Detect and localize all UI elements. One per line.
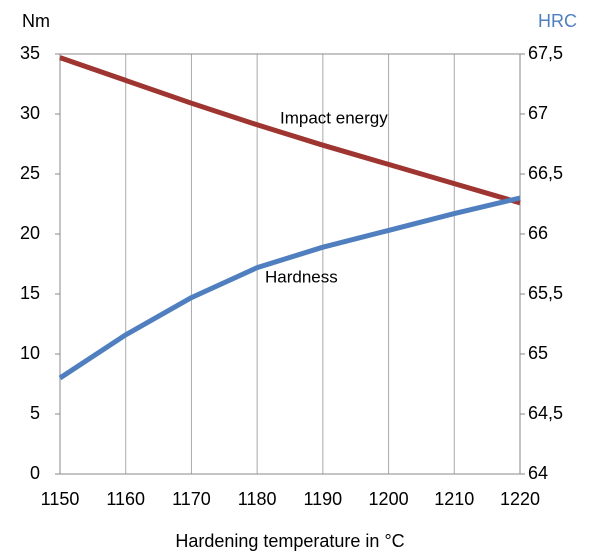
y2-tick-label: 64 <box>528 463 548 483</box>
y-tick-label: 30 <box>20 103 40 123</box>
x-tick-label: 1200 <box>369 489 409 509</box>
x-tick-label: 1180 <box>238 489 277 509</box>
y2-tick-label: 65,5 <box>528 283 563 303</box>
y-tick-label: 15 <box>20 283 40 303</box>
x-tick-label: 1150 <box>41 489 80 509</box>
x-tick-label: 1220 <box>500 489 540 509</box>
y-tick-label: 0 <box>30 463 40 483</box>
y2-tick-label: 66 <box>528 223 548 243</box>
series-line <box>58 195 521 381</box>
plot-frame <box>59 53 521 475</box>
y-tick-label: 25 <box>20 163 40 183</box>
series-label: Impact energy <box>280 108 388 127</box>
y-tick-label: 10 <box>20 343 40 363</box>
y2-tick-label: 67,5 <box>528 43 563 63</box>
y-tick-label: 35 <box>20 43 40 63</box>
y2-tick-label: 66,5 <box>528 163 563 183</box>
x-axis-label: Hardening temperature in °C <box>175 531 404 551</box>
y2-axis-label: HRC <box>538 11 577 31</box>
y2-tick-label: 67 <box>528 103 548 123</box>
y-axis-label: Nm <box>22 11 50 31</box>
x-tick-label: 1170 <box>172 489 211 509</box>
y2-tick-label: 65 <box>528 343 548 363</box>
y-tick-label: 5 <box>30 403 40 423</box>
x-tick-label: 1190 <box>303 489 342 509</box>
series-line <box>59 55 521 206</box>
x-tick-label: 1160 <box>106 489 145 509</box>
series-label: Hardness <box>265 267 338 286</box>
y2-tick-label: 64,5 <box>528 403 563 423</box>
x-tick-label: 1210 <box>434 489 474 509</box>
y-tick-label: 20 <box>20 223 40 243</box>
